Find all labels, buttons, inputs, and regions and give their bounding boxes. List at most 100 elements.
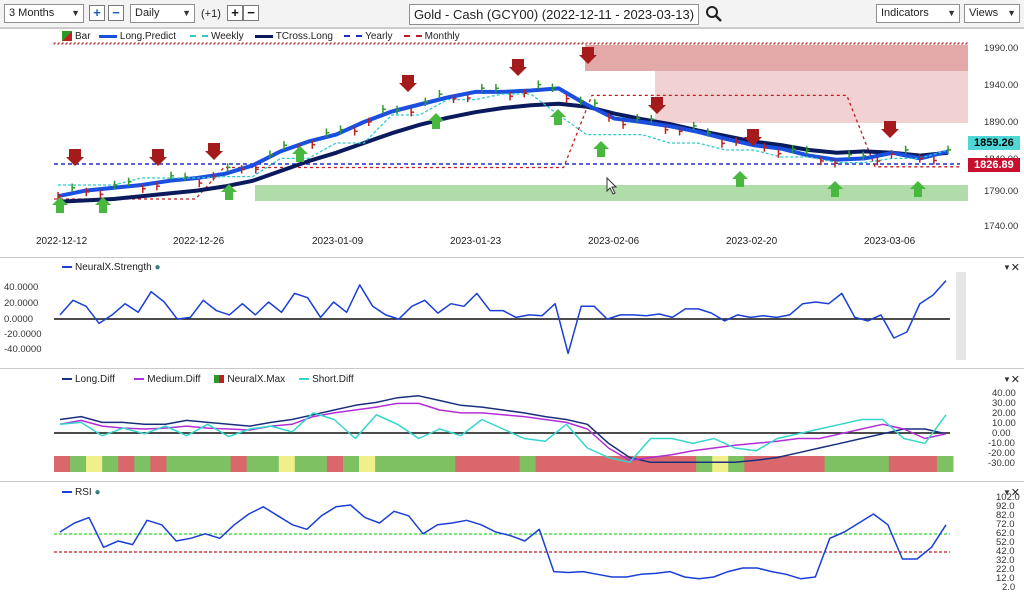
y-tick: 20.00 [992, 408, 1016, 419]
neuralx-max-block [214, 456, 232, 472]
neuralx-max-block [856, 456, 874, 472]
weekly-swatch-icon [189, 35, 208, 38]
neuralx-max-block [86, 456, 103, 472]
neuralx-max-block [664, 456, 681, 472]
neuralx-max-block [471, 456, 488, 472]
offset-plus-button[interactable]: + [227, 5, 243, 21]
y-tick: 62.0 [996, 528, 1015, 539]
close-icon[interactable]: ✕ [1010, 262, 1020, 274]
neuralx-max-block [808, 456, 826, 472]
period-dropdown-label: 3 Months [9, 7, 55, 19]
collapse-icon[interactable]: ▼ [1003, 488, 1011, 497]
diff-legend: Long.Diff Medium.Diff NeuralX.Max Short.… [62, 374, 354, 385]
neuralx-max-block [680, 456, 697, 472]
rsi-panel[interactable]: RSI ● ▼ ✕ 102.0 92.0 82.0 72.0 62.0 52.0… [0, 481, 1024, 593]
views-dropdown[interactable]: Views ▼ [964, 4, 1020, 23]
neuralx-max-block [503, 456, 521, 472]
interval-dropdown[interactable]: Daily ▼ [130, 4, 195, 23]
y-tick: 2.0 [1002, 582, 1016, 593]
sell-arrow-icon [149, 149, 167, 166]
zoom-in-button[interactable]: + [89, 5, 105, 21]
indicators-dropdown[interactable]: Indicators ▼ [876, 4, 960, 23]
buy-arrow-icon [221, 184, 237, 200]
legend-strength: NeuralX.Strength [75, 262, 152, 273]
rsi-legend: RSI ● [62, 487, 101, 498]
legend-monthly: Monthly [424, 31, 460, 42]
neuralx-max-block [599, 456, 617, 472]
rsi-chart[interactable] [0, 482, 1024, 593]
neuralx-max-block [920, 456, 938, 472]
y-tick: 32.0 [996, 555, 1015, 566]
offset-label: (+1) [201, 8, 221, 20]
short-diff-swatch-icon [299, 378, 310, 381]
neuralx-max-block [696, 456, 713, 472]
buy-arrow-icon [52, 197, 68, 213]
legend-neuralx-max: NeuralX.Max [227, 374, 286, 385]
chevron-down-icon: ▼ [1007, 8, 1016, 18]
neuralx-max-block [166, 456, 183, 472]
last-price-label: 1859.26 [968, 136, 1020, 150]
monthly-swatch-icon [403, 35, 422, 38]
x-date-label: 2023-02-06 [588, 236, 640, 247]
x-date-label: 2022-12-12 [36, 236, 88, 247]
chevron-down-icon: ▼ [182, 8, 191, 18]
price-chart[interactable] [0, 29, 1024, 258]
strength-chart[interactable] [0, 258, 1024, 369]
y-tick: -20.00 [988, 448, 1015, 459]
neuralx-max-block [343, 456, 360, 472]
y-tick: 82.0 [996, 510, 1015, 521]
diff-chart[interactable] [0, 369, 1024, 482]
support-zone [255, 185, 968, 201]
strength-panel[interactable]: NeuralX.Strength ● ▼ ✕ 40.0000 20.0000 0… [0, 257, 1024, 368]
neuralx-max-block [407, 456, 424, 472]
neuralx-max-block [262, 456, 280, 472]
neuralx-max-block [423, 456, 440, 472]
legend-bar: Bar [75, 31, 91, 42]
y-tick: 20.0000 [4, 298, 39, 309]
collapse-icon[interactable]: ▼ [1003, 263, 1011, 272]
neuralx-max-block [391, 456, 408, 472]
sell-arrow-icon [579, 47, 597, 64]
neuralx-max-block [246, 456, 264, 472]
neuralx-max-block [70, 456, 87, 472]
buy-arrow-icon [593, 141, 609, 157]
x-date-label: 2022-12-26 [173, 236, 225, 247]
monthly-level-label: 1826.89 [968, 158, 1020, 172]
search-icon[interactable] [705, 5, 723, 23]
y-tick: 40.0000 [4, 282, 39, 293]
mouse-cursor-icon [606, 176, 618, 195]
toolbar: 3 Months ▼ + − Daily ▼ (+1) + − Gold - C… [0, 0, 1024, 28]
zoom-out-button[interactable]: − [108, 5, 124, 21]
y-tick: 42.0 [996, 546, 1015, 557]
price-panel[interactable]: Bar Long.Predict Weekly TCross.Long Year… [0, 28, 1024, 257]
buy-arrow-icon [428, 113, 444, 129]
legend-long-diff: Long.Diff [75, 374, 115, 385]
scroll-bar[interactable] [956, 272, 966, 360]
collapse-icon[interactable]: ▼ [1003, 375, 1011, 384]
sell-arrow-icon [881, 121, 899, 138]
tcross-long-swatch-icon [254, 34, 273, 38]
diff-panel[interactable]: Long.Diff Medium.Diff NeuralX.Max Short.… [0, 368, 1024, 481]
buy-arrow-icon [732, 171, 748, 187]
close-icon[interactable]: ✕ [1010, 487, 1020, 499]
symbol-title-field[interactable]: Gold - Cash (GCY00) (2022-12-11 - 2023-0… [409, 4, 699, 25]
neuralx-max-block [615, 456, 633, 472]
offset-minus-button[interactable]: − [243, 5, 259, 21]
rsi-line [59, 504, 947, 580]
y-tick: 1790.00 [984, 186, 1019, 197]
neuralx-max-block [567, 456, 585, 472]
close-icon[interactable]: ✕ [1010, 374, 1020, 386]
legend-yearly: Yearly [365, 31, 393, 42]
period-dropdown[interactable]: 3 Months ▼ [4, 4, 84, 23]
buy-arrow-icon [550, 109, 566, 125]
views-label: Views [969, 7, 999, 19]
neuralx-max-block [118, 456, 135, 472]
y-tick: 1890.00 [984, 117, 1019, 128]
x-date-label: 2023-01-09 [312, 236, 364, 247]
monthly-line [54, 94, 960, 200]
neuralx-max-block [551, 456, 569, 472]
legend-medium-diff: Medium.Diff [147, 374, 201, 385]
buy-arrow-icon [910, 181, 926, 197]
sell-arrow-icon [744, 129, 762, 146]
strength-legend: NeuralX.Strength ● [62, 262, 161, 273]
